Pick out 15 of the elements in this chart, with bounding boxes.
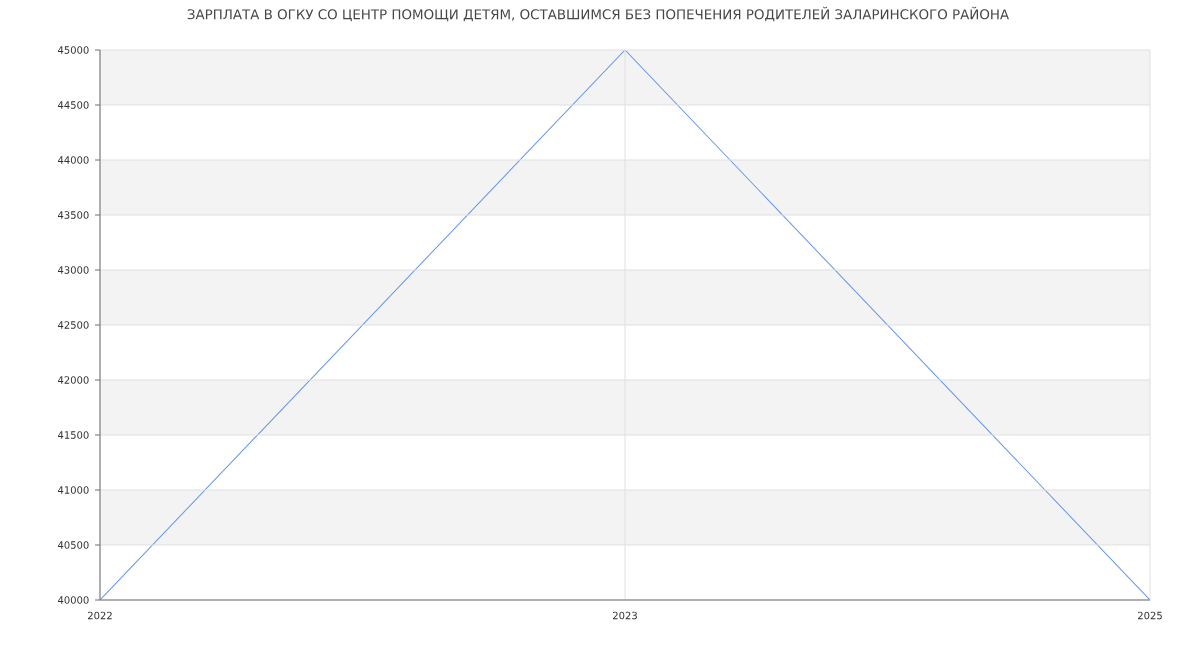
y-tick-label: 42500 — [57, 321, 89, 329]
y-tick-label: 41500 — [57, 431, 89, 439]
y-tick-label: 43500 — [57, 211, 89, 219]
chart-title: ЗАРПЛАТА В ОГКУ СО ЦЕНТР ПОМОЩИ ДЕТЯМ, ОСТАВШИМСЯ БЕЗ ПОПЕЧЕНИЯ РОДИТЕЛЕЙ ЗАЛАРИНСКОГО РАЙОНА — [187, 6, 1009, 22]
y-tick-label: 45000 — [57, 46, 89, 54]
y-tick-label: 40000 — [57, 596, 89, 604]
y-tick-label: 42000 — [57, 376, 89, 384]
x-tick-label: 2025 — [1138, 611, 1162, 620]
y-tick-label: 43000 — [57, 266, 89, 274]
y-tick-label: 44500 — [57, 101, 89, 109]
x-tick-label: 2023 — [613, 611, 637, 620]
y-tick-label: 40500 — [57, 541, 89, 549]
y-tick-label: 41000 — [57, 486, 89, 494]
x-tick-label: 2022 — [88, 611, 112, 620]
y-tick-label: 44000 — [57, 156, 89, 164]
